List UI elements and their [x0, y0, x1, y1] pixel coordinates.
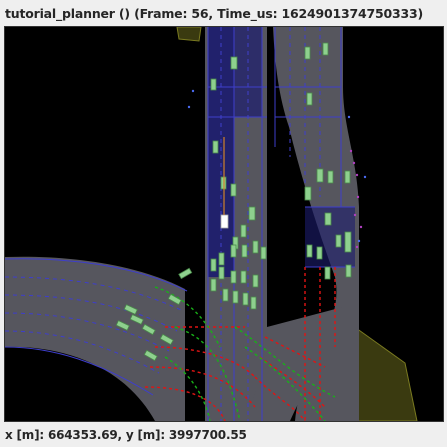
- vehicle: [159, 333, 174, 346]
- road-junction-curve: [245, 307, 343, 421]
- object-marker: [187, 105, 191, 109]
- vehicle: [212, 140, 219, 154]
- sidewalk-area-right: [348, 321, 418, 421]
- ego-vehicle: [220, 214, 229, 229]
- map-view[interactable]: [5, 27, 443, 421]
- vehicle: [344, 170, 351, 184]
- pedestrian-marker: [356, 195, 360, 199]
- vehicle: [327, 170, 334, 184]
- vehicle: [232, 290, 239, 304]
- window-title: tutorial_planner () (Frame: 56, Time_us:…: [5, 6, 424, 21]
- map-canvas[interactable]: [4, 26, 444, 422]
- vehicle: [324, 266, 331, 280]
- vehicle: [230, 270, 237, 284]
- pedestrian-marker: [355, 173, 359, 177]
- pedestrian-marker: [353, 213, 357, 217]
- vehicle: [306, 92, 313, 106]
- object-marker: [357, 239, 361, 243]
- vehicle: [230, 183, 237, 197]
- pedestrian-marker: [355, 245, 359, 249]
- vehicle: [304, 186, 312, 201]
- pedestrians: [349, 149, 363, 249]
- object-marker: [347, 115, 351, 119]
- pedestrian-marker: [352, 161, 356, 165]
- sidewalk-area-top: [176, 27, 202, 42]
- vehicle: [218, 252, 225, 266]
- lane-selected-1: [208, 27, 234, 277]
- markers-blue: [187, 89, 367, 243]
- vehicle: [322, 42, 329, 56]
- vehicle: [123, 304, 138, 315]
- vehicle: [210, 78, 217, 91]
- coordinate-readout: x [m]: 664353.69, y [m]: 3997700.55: [5, 428, 247, 442]
- route-lanes-red: [144, 267, 336, 421]
- vehicle: [242, 292, 249, 306]
- vehicle: [344, 231, 352, 253]
- vehicle: [248, 206, 256, 221]
- vehicle: [252, 274, 259, 288]
- vehicle: [324, 212, 332, 226]
- vehicle: [316, 246, 323, 260]
- vehicle: [210, 278, 217, 292]
- vehicle: [129, 314, 144, 325]
- vehicle: [218, 266, 225, 280]
- vehicle: [252, 240, 259, 254]
- vehicle: [143, 349, 158, 362]
- road-left-curve: [5, 256, 185, 421]
- vehicle: [335, 234, 342, 248]
- vehicle: [222, 288, 229, 302]
- vehicle: [230, 244, 237, 258]
- vehicle: [167, 293, 182, 306]
- object-marker: [363, 175, 367, 179]
- vehicle: [260, 246, 267, 260]
- vehicle: [210, 258, 217, 272]
- vehicle: [141, 323, 156, 336]
- vehicle: [115, 320, 130, 331]
- object-marker: [191, 89, 195, 93]
- vehicle: [240, 224, 247, 238]
- pedestrian-marker: [359, 225, 363, 229]
- pedestrian-marker: [349, 149, 353, 153]
- vehicle: [250, 296, 257, 310]
- vehicle: [345, 264, 352, 278]
- lane-selected-2: [234, 27, 262, 117]
- route-lanes-green: [154, 286, 336, 421]
- vehicle: [241, 244, 248, 258]
- vehicle: [240, 270, 247, 284]
- vehicle: [304, 46, 311, 60]
- vehicle: [306, 244, 313, 258]
- lane-boundaries-left: [5, 258, 188, 396]
- lane-boundaries-vertical: [207, 27, 355, 421]
- vehicle: [230, 56, 238, 70]
- vehicle: [178, 267, 193, 280]
- vehicle: [316, 168, 324, 183]
